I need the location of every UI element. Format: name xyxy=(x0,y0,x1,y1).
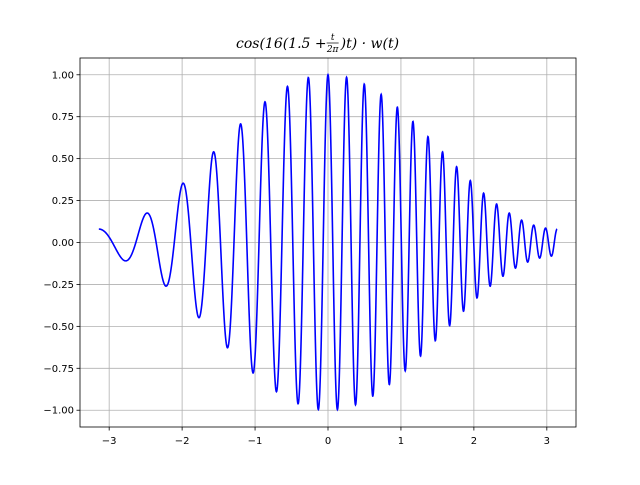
x-tick-label: −2 xyxy=(175,436,190,447)
title-frac-den: 2π xyxy=(326,45,340,55)
y-tick-label: 0.25 xyxy=(52,196,74,207)
y-tick-label: 0.75 xyxy=(52,112,74,123)
y-tick-label: 0.00 xyxy=(52,238,74,249)
x-tick-label: 2 xyxy=(471,436,477,447)
x-tick-label: 0 xyxy=(325,436,331,447)
y-tick-label: −0.25 xyxy=(43,280,74,291)
x-tick-label: −1 xyxy=(248,436,263,447)
title-prefix: cos(16(1.5 + xyxy=(236,36,327,52)
y-tick-label: −0.75 xyxy=(43,364,74,375)
y-tick-label: 1.00 xyxy=(52,70,74,81)
y-axis: −1.00 −0.75 −0.50 −0.25 0.00 0.25 0.50 0.75 1.00 xyxy=(43,70,80,417)
chart-title: cos(16(1.5 + t 2π)t) · w(t) xyxy=(236,33,399,55)
y-tick-label: −0.50 xyxy=(43,322,74,333)
series-line xyxy=(98,72,558,412)
y-tick-label: −1.00 xyxy=(43,406,74,417)
x-tick-label: 1 xyxy=(398,436,404,447)
x-axis: −3 −2 −1 0 1 2 3 xyxy=(102,427,550,447)
grid xyxy=(80,58,576,427)
y-tick-label: 0.50 xyxy=(52,154,74,165)
title-suffix: )t) · w(t) xyxy=(340,36,399,52)
x-tick-label: 3 xyxy=(544,436,550,447)
title-frac-num: t xyxy=(331,33,335,43)
x-tick-label: −3 xyxy=(102,436,117,447)
